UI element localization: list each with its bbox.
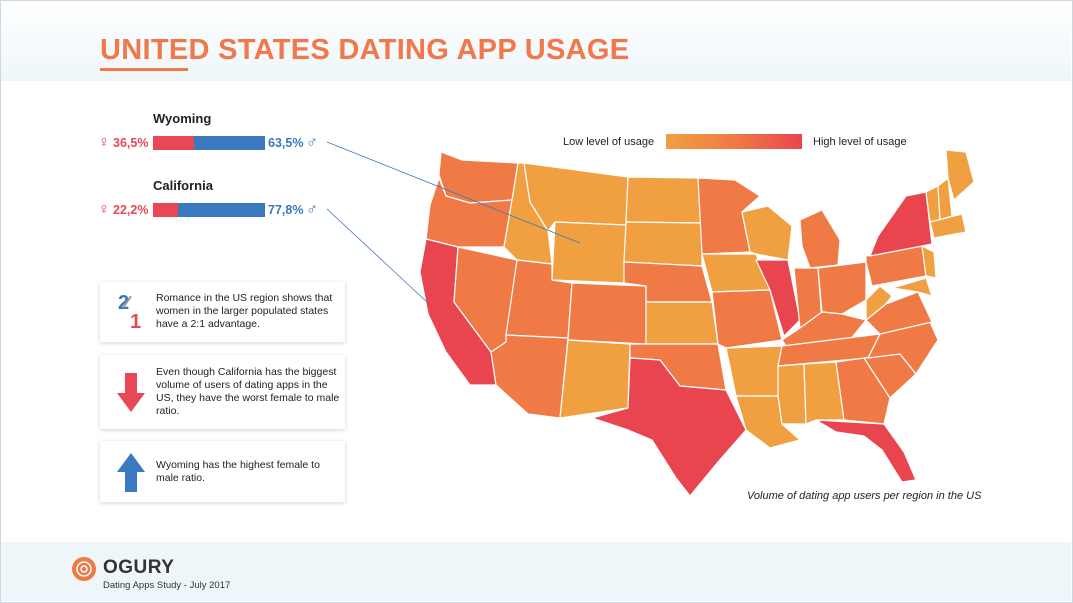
- male-segment-california: [177, 203, 265, 217]
- region-south-dakota: [623, 221, 703, 267]
- legend-gradient: [666, 134, 802, 149]
- region-west-virginia: [865, 285, 893, 321]
- page-title: UNITED STATES DATING APP USAGE: [100, 34, 630, 66]
- ratio-bar-california: [153, 203, 265, 217]
- connector-wyoming: [326, 141, 581, 244]
- arrow-down-icon: [117, 373, 145, 412]
- region-wyoming: [551, 221, 627, 284]
- region-maryland: [891, 277, 933, 297]
- female-icon: ♀: [98, 134, 110, 151]
- card-text: Wyoming has the highest female to male r…: [156, 459, 320, 484]
- region-michigan: [799, 209, 841, 269]
- ogury-logo-icon: [72, 557, 96, 581]
- header-band: [1, 1, 1071, 81]
- region-washington: [438, 151, 519, 204]
- ratio-bottom: 1: [130, 311, 142, 333]
- region-wisconsin: [741, 205, 793, 261]
- card-text: Even though California has the biggest v…: [156, 366, 340, 417]
- info-card-california: Even though California has the biggest v…: [100, 355, 345, 429]
- legend-low-label: Low level of usage: [563, 136, 655, 148]
- comparison-state-wyoming: Wyoming: [153, 111, 212, 126]
- info-card-wyoming: Wyoming has the highest female to male r…: [100, 441, 345, 502]
- region-arkansas: [725, 345, 783, 397]
- region-massachusetts: [929, 213, 967, 239]
- female-pct-wyoming: 36,5%: [113, 136, 149, 150]
- male-icon: ♂: [306, 201, 318, 218]
- female-icon: ♀: [98, 201, 110, 218]
- title-underline: [100, 68, 188, 71]
- region-new-york: [869, 191, 933, 257]
- female-segment-wyoming: [153, 136, 194, 150]
- male-pct-wyoming: 63,5%: [268, 136, 304, 150]
- region-alabama: [803, 361, 845, 425]
- region-ohio: [817, 261, 867, 315]
- info-card-ratio: 2 1 Romance in the US region shows that …: [100, 282, 345, 342]
- comparison-state-california: California: [153, 178, 213, 193]
- region-arizona: [490, 334, 569, 419]
- region-new-mexico: [559, 339, 631, 419]
- male-pct-california: 77,8%: [268, 203, 304, 217]
- female-pct-california: 22,2%: [113, 203, 149, 217]
- region-maine: [945, 149, 975, 201]
- male-icon: ♂: [306, 134, 318, 151]
- region-north-dakota: [625, 176, 703, 224]
- map-caption: Volume of dating app users per region in…: [747, 490, 982, 502]
- footer-band: [1, 542, 1071, 601]
- region-missouri: [711, 289, 783, 349]
- male-segment-wyoming: [193, 136, 265, 150]
- arrow-up-icon: [117, 453, 145, 492]
- footer-subtitle: Dating Apps Study - July 2017: [103, 580, 231, 591]
- region-florida: [815, 419, 917, 483]
- ratio-bar-wyoming: [153, 136, 265, 150]
- connector-california: [326, 208, 429, 304]
- region-mississippi: [777, 363, 807, 425]
- card-text: Romance in the US region shows that wome…: [156, 292, 333, 330]
- region-texas: [591, 357, 747, 497]
- region-georgia: [835, 357, 891, 425]
- region-illinois: [755, 259, 801, 337]
- region-new-jersey: [921, 245, 937, 279]
- female-segment-california: [153, 203, 178, 217]
- legend-high-label: High level of usage: [813, 136, 907, 148]
- region-kansas: [645, 301, 719, 345]
- region-colorado: [567, 282, 647, 345]
- footer-brand: OGURY: [103, 557, 175, 578]
